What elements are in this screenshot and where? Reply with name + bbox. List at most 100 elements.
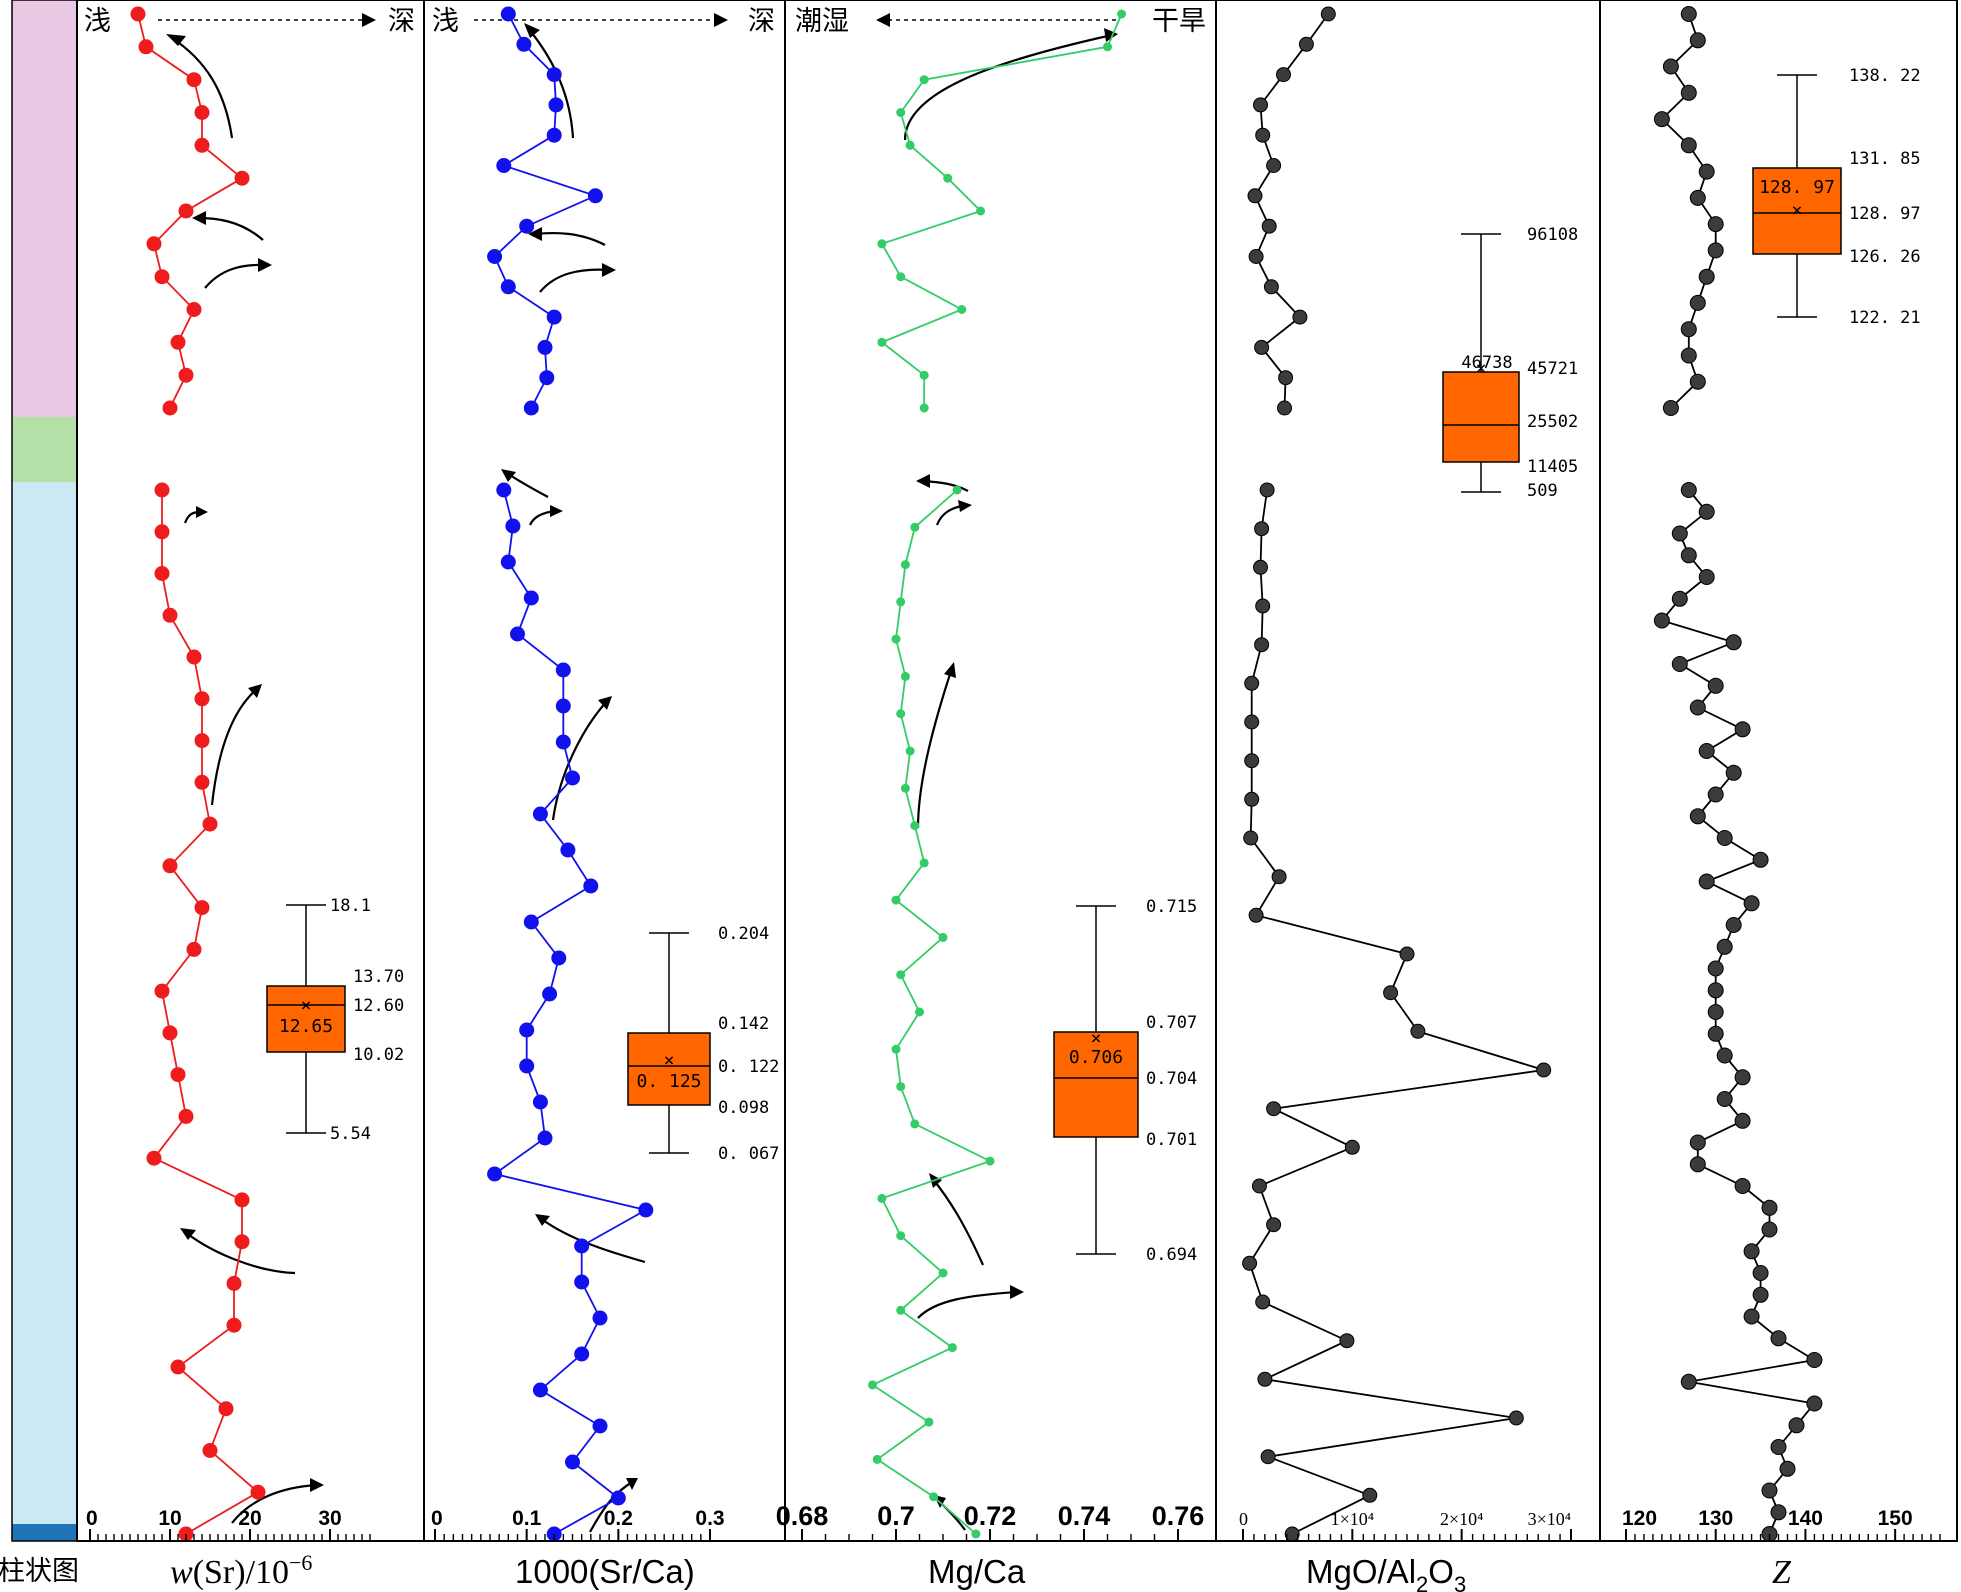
mgca-data-point	[896, 1305, 906, 1315]
z-data-point	[1752, 1265, 1769, 1281]
srca-data-point	[565, 770, 580, 786]
sr-data-point	[226, 1317, 242, 1333]
mgo-data-point	[1248, 249, 1264, 264]
mgca-data-point	[938, 932, 948, 942]
mgo-data-point	[1257, 1371, 1273, 1387]
mgo-data-point	[1248, 907, 1264, 923]
sr-data-point	[170, 1359, 186, 1375]
mgo-data-point	[1278, 370, 1294, 386]
sr-data-point	[226, 1275, 242, 1291]
srca-data-point	[560, 842, 576, 858]
trend-arrow	[171, 37, 234, 139]
trend-arrowhead	[528, 227, 542, 241]
srca-boxplot-mean-marker: ×	[664, 1050, 675, 1071]
z-data-point	[1671, 656, 1688, 672]
mgca-boxplot-mean-label: 0.706	[1069, 1047, 1123, 1068]
mgo-data-point	[1254, 339, 1270, 355]
trend-arrowhead	[1010, 1285, 1024, 1299]
trend-arrowhead	[310, 1478, 324, 1492]
trend-arrow	[534, 231, 606, 246]
srca-data-point	[574, 1274, 590, 1290]
mgo-axis-title: MgO/Al2O3	[1306, 1553, 1466, 1592]
z-data-point	[1806, 1352, 1823, 1368]
z-data-point	[1689, 808, 1706, 825]
z-boxplot-max-label: 138. 22	[1849, 66, 1921, 86]
z-series-line	[1660, 13, 1717, 409]
mgca-data-point	[929, 1492, 939, 1502]
strat-layer-3	[12, 482, 77, 1524]
sr-data-point	[186, 649, 202, 665]
srca-data-point	[548, 97, 564, 113]
srca-data-point	[546, 127, 562, 143]
mgo-data-point	[1339, 1333, 1355, 1349]
mgo-tick-label: 0	[1239, 1509, 1248, 1529]
mgca-data-point	[919, 75, 929, 85]
mgo-data-point	[1259, 482, 1275, 498]
trend-arrow	[916, 667, 954, 829]
sr-boxplot: × 18.1 13.70 12.60 10.02 5.54 12.65	[266, 896, 404, 1144]
z-data-point	[1707, 786, 1724, 803]
mgo-data-point	[1255, 1294, 1271, 1310]
srca-boxplot-q3-label: 0.142	[718, 1014, 769, 1034]
trend-arrowhead	[258, 258, 272, 272]
trend-arrowhead	[180, 1228, 196, 1240]
z-boxplot-mean-marker: ×	[1792, 200, 1803, 221]
srca-data-point	[565, 1454, 580, 1470]
trend-arrow	[589, 1480, 635, 1533]
z-data-point	[1743, 1243, 1760, 1260]
srca-data-point	[523, 590, 539, 606]
z-data-point	[1707, 1025, 1724, 1042]
z-data-point	[1698, 503, 1715, 520]
srca-data-point	[610, 1490, 626, 1506]
sr-boxplot-max-label: 18.1	[330, 896, 371, 916]
mgca-direction-arrowhead	[876, 13, 890, 27]
sr-data-point	[162, 858, 178, 874]
sr-data-point	[178, 367, 194, 383]
z-axis-title: Z	[1772, 1554, 1792, 1591]
mgca-data-point	[976, 206, 986, 216]
sr-boxplot-min-label: 5.54	[330, 1124, 371, 1144]
srca-data-point	[510, 626, 525, 642]
z-boxplot: × 138. 22 131. 85 128. 97 126. 26 122. 21 128.…	[1752, 66, 1921, 328]
mgca-boxplot-q1-label: 0.701	[1146, 1130, 1197, 1150]
mgo-data-point	[1254, 637, 1270, 653]
z-data-point	[1707, 242, 1724, 259]
srca-data-point	[487, 249, 503, 264]
sr-data-point	[154, 983, 170, 999]
z-data-point	[1716, 1047, 1733, 1064]
sr-data-point	[234, 1234, 250, 1250]
z-data-point	[1689, 294, 1706, 311]
z-data-point	[1680, 84, 1697, 101]
sr-data-point	[186, 302, 202, 317]
sr-boxplot-mean-marker: ×	[301, 995, 312, 1016]
srca-boxplot-q1-label: 0.098	[718, 1098, 769, 1118]
z-data-point	[1707, 982, 1724, 999]
srca-data-point	[542, 986, 558, 1002]
z-data-point	[1680, 347, 1697, 364]
srca-data-point	[539, 370, 555, 386]
z-data-point	[1752, 851, 1769, 868]
sr-data-point	[162, 607, 178, 623]
z-data-point	[1707, 677, 1724, 694]
sr-data-point	[154, 524, 170, 540]
srca-data-point	[487, 1166, 503, 1182]
mgca-data-point	[957, 305, 967, 314]
srca-data-point	[505, 518, 521, 534]
mgca-data-point	[896, 1231, 906, 1241]
mgo-data-point	[1243, 830, 1259, 846]
srca-boxplot-median-label: 0. 122	[718, 1057, 779, 1077]
sr-data-point	[186, 941, 202, 957]
sr-tick-label: 30	[318, 1507, 341, 1530]
mgca-data-point	[891, 634, 901, 644]
z-boxplot-box	[1752, 167, 1842, 255]
trend-arrowhead	[1104, 28, 1118, 42]
z-tick-label: 120	[1622, 1507, 1657, 1530]
sr-data-point	[162, 400, 178, 416]
z-data-point	[1680, 321, 1697, 338]
z-data-point	[1689, 32, 1706, 49]
mgo-tick-label: 2×10⁴	[1440, 1509, 1483, 1529]
z-boxplot-min-label: 122. 21	[1849, 308, 1921, 328]
z-data-point	[1698, 163, 1715, 180]
mgo-data-point	[1253, 97, 1268, 113]
mgca-data-point	[905, 746, 915, 756]
